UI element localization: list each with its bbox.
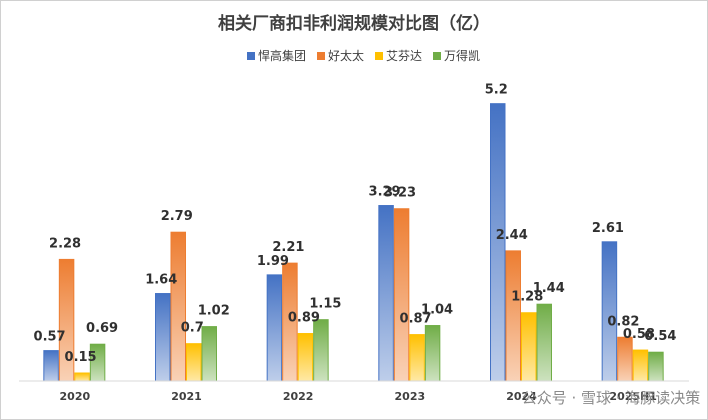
- legend: 悍高集团 好太太 艾芬达 万得凯: [247, 48, 480, 63]
- data-label-2024-3: 1.44: [533, 281, 565, 296]
- watermark-text: 公众号 · 雪球 · 海豚读决策: [522, 389, 701, 407]
- legend-label-0: 悍高集团: [258, 48, 306, 63]
- bar-2020-0: [43, 350, 59, 382]
- data-label-2023-1: 3.23: [384, 186, 416, 201]
- x-tick-2021: 2021: [171, 390, 202, 403]
- data-label-2024-2: 1.28: [511, 290, 543, 305]
- bar-2022-3: [313, 319, 329, 382]
- data-label-2022-1: 2.21: [272, 240, 304, 255]
- data-label-2022-2: 0.89: [288, 311, 320, 326]
- legend-swatch-2: [375, 52, 383, 60]
- x-tick-2022: 2022: [283, 390, 314, 403]
- data-label-2020-2: 0.15: [65, 350, 97, 365]
- legend-swatch-1: [317, 52, 325, 60]
- bar-2025H1-1: [617, 336, 633, 382]
- data-label-2022-0: 1.99: [257, 254, 289, 269]
- data-label-2021-2: 0.7: [181, 321, 204, 336]
- data-label-2024-0: 5.2: [485, 83, 508, 98]
- bar-2021-1: [170, 231, 186, 382]
- legend-swatch-0: [247, 52, 255, 60]
- x-tick-2020: 2020: [60, 390, 91, 403]
- data-label-2021-3: 1.02: [198, 304, 230, 319]
- bar-2024-1: [505, 250, 521, 382]
- chart-title: 相关厂商扣非利润规模对比图（亿）: [218, 13, 490, 34]
- x-axis-ticks: 2020 2021 2022 2023 2024 2025H1: [60, 390, 657, 403]
- x-tick-2024: 2024: [506, 390, 537, 403]
- bar-2023-3: [424, 325, 441, 382]
- data-label-2025H1-0: 2.61: [592, 221, 624, 236]
- data-label-2023-3: 1.04: [421, 303, 453, 318]
- data-label-2021-1: 2.79: [161, 209, 193, 224]
- data-label-2020-3: 0.69: [86, 321, 118, 336]
- legend-label-2: 艾芬达: [386, 49, 422, 63]
- legend-label-1: 好太太: [328, 48, 364, 63]
- data-label-2024-1: 2.44: [496, 228, 528, 243]
- bar-2022-2: [297, 333, 314, 382]
- bar-2023-0: [378, 205, 394, 382]
- data-label-2021-0: 1.64: [145, 273, 177, 288]
- bar-2021-3: [201, 326, 217, 382]
- bar-2023-1: [393, 208, 410, 382]
- bar-2024-3: [536, 303, 552, 382]
- bar-2025H1-2: [632, 349, 649, 382]
- legend-swatch-3: [433, 52, 441, 60]
- bar-2022-0: [266, 274, 283, 382]
- bar-2025H1-0: [601, 241, 618, 382]
- bar-2025H1-3: [648, 351, 664, 382]
- bar-2024-2: [521, 312, 537, 382]
- x-tick-2023: 2023: [395, 390, 426, 403]
- bar-2021-2: [186, 343, 202, 382]
- legend-label-3: 万得凯: [444, 48, 480, 63]
- data-label-2025H1-2: 0.58: [623, 327, 655, 342]
- bar-2021-0: [155, 293, 171, 382]
- data-label-2025H1-1: 0.82: [607, 314, 639, 329]
- bar-2020-2: [74, 372, 90, 382]
- data-label-2022-3: 1.15: [309, 297, 341, 312]
- data-labels-group: 0.57 2.28 0.15 0.69 1.64 2.79 0.7 1.02 1.992.21 0…: [34, 83, 677, 365]
- data-label-2025H1-3: 0.54: [644, 329, 676, 344]
- bar-2023-2: [409, 334, 425, 382]
- data-label-2023-2: 0.87: [400, 312, 432, 327]
- x-tick-2025H1: 2025H1: [609, 390, 656, 403]
- data-label-2020-0: 0.57: [34, 330, 66, 345]
- bars-group: [43, 103, 664, 382]
- data-label-2020-1: 2.28: [49, 236, 81, 251]
- data-label-2023-0: 3.29: [369, 185, 401, 200]
